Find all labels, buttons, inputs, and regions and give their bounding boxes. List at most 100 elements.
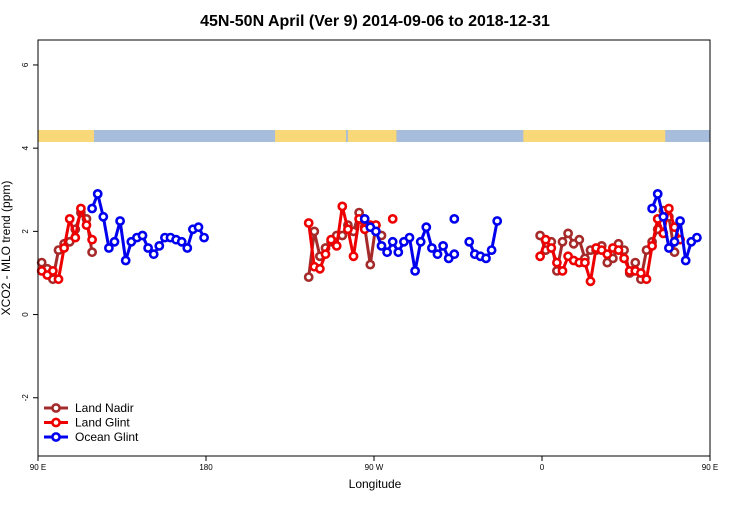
data-point <box>59 243 69 253</box>
data-point <box>87 247 97 258</box>
data-point <box>658 211 669 222</box>
x-axis-label: Longitude <box>349 477 402 491</box>
legend-swatch-marker <box>51 417 61 428</box>
data-point <box>326 234 336 245</box>
data-point <box>92 188 103 199</box>
data-point <box>154 240 165 251</box>
legend-swatch-marker <box>51 403 61 413</box>
data-point <box>641 274 652 285</box>
land-band <box>347 130 397 142</box>
data-point <box>331 240 342 251</box>
data-point <box>199 232 209 243</box>
chart-title: 45N-50N April (Ver 9) 2014-09-06 to 2018… <box>200 13 550 30</box>
data-point <box>320 249 331 260</box>
data-point <box>680 255 691 266</box>
data-point <box>421 222 432 233</box>
data-point <box>109 236 120 247</box>
x-tick-label: 0 <box>540 463 545 472</box>
data-point <box>404 232 415 243</box>
data-point <box>342 224 353 235</box>
data-point <box>87 234 97 245</box>
x-tick-label: 90 E <box>702 463 718 472</box>
data-point <box>557 236 568 247</box>
y-axis: -2 0 2 4 6 <box>21 62 38 401</box>
data-point <box>486 245 497 255</box>
data-point <box>647 203 657 214</box>
land-band <box>275 130 346 142</box>
x-tick-label: 180 <box>199 463 213 472</box>
data-point <box>535 251 545 262</box>
data-point <box>546 243 557 253</box>
data-point <box>449 249 460 260</box>
data-point <box>148 249 159 260</box>
data-point <box>393 247 404 258</box>
data-point <box>64 213 75 224</box>
data-point <box>53 274 64 285</box>
data-point <box>143 243 153 253</box>
data-point <box>70 232 81 243</box>
data-point <box>585 276 596 287</box>
data-point <box>193 222 204 233</box>
data-point <box>481 253 491 264</box>
data-point <box>415 236 426 247</box>
data-point <box>619 253 629 264</box>
data-point <box>647 240 657 251</box>
data-point <box>602 249 613 260</box>
data-point <box>48 265 58 276</box>
x-tick-label: 90 W <box>365 463 384 472</box>
data-point <box>540 234 551 245</box>
data-point <box>176 236 187 247</box>
data-point <box>303 218 314 228</box>
data-point <box>613 245 624 255</box>
data-point <box>115 216 125 226</box>
legend-swatch-marker <box>51 432 61 442</box>
data-point <box>303 272 314 282</box>
data-point <box>314 263 325 274</box>
data-point <box>76 203 86 214</box>
data-point <box>669 236 680 247</box>
data-point <box>137 230 148 241</box>
data-point <box>692 232 702 243</box>
data-point <box>652 188 663 199</box>
data-point <box>387 236 398 247</box>
data-point <box>492 216 503 226</box>
data-point <box>552 257 562 268</box>
y-tick-label: 0 <box>21 312 30 317</box>
data-point <box>557 265 568 276</box>
data-point <box>563 228 573 239</box>
data-point <box>580 257 590 268</box>
data-point <box>104 243 114 253</box>
data-point <box>87 203 97 214</box>
data-point <box>120 255 131 266</box>
data-point <box>387 213 398 224</box>
data-point <box>438 240 448 251</box>
legend-label: Land Nadir <box>75 401 134 415</box>
y-axis-label: XCO2 - MLO trend (ppm) <box>0 181 13 316</box>
y-tick-label: 2 <box>21 229 30 234</box>
data-point <box>337 201 348 212</box>
data-point <box>574 234 585 245</box>
legend-label: Ocean Glint <box>75 430 139 444</box>
x-axis: 90 E 180 90 W 0 90 E <box>30 456 718 472</box>
data-point <box>636 268 646 278</box>
data-point <box>426 243 437 253</box>
data-point <box>182 243 193 253</box>
data-point <box>449 213 460 224</box>
y-tick-label: -2 <box>21 394 30 402</box>
data-point <box>382 247 392 258</box>
land-ocean-strip <box>38 130 710 142</box>
data-point <box>464 236 475 247</box>
data-point <box>410 265 420 276</box>
data-point <box>365 259 376 270</box>
data-point <box>370 226 381 237</box>
data-point <box>81 220 92 230</box>
y-tick-label: 6 <box>21 62 30 67</box>
data-point <box>664 243 674 253</box>
legend-label: Land Glint <box>75 416 130 430</box>
series-land-glint <box>36 201 685 287</box>
data-point <box>359 213 370 224</box>
data-point <box>432 249 443 260</box>
